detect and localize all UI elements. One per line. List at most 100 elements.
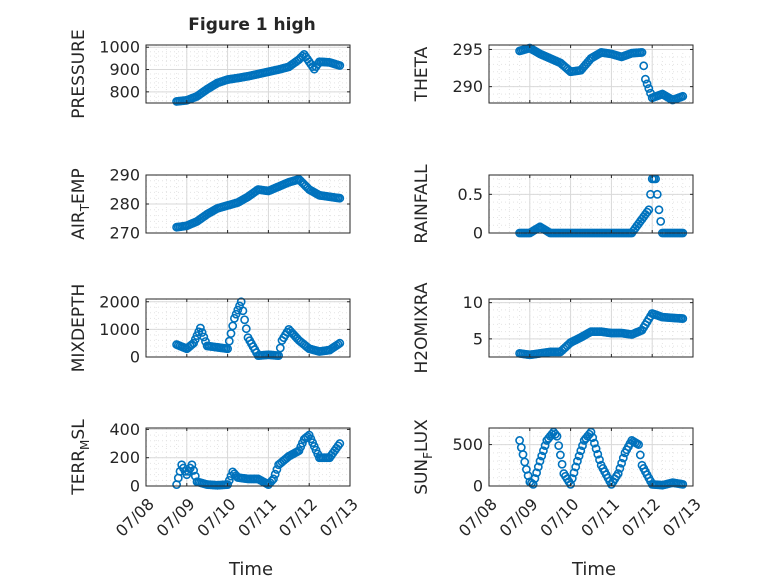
x-tick-label: 07/13 <box>659 494 705 540</box>
data-marker-interp <box>593 449 603 459</box>
data-marker-interp <box>241 324 251 334</box>
data-point <box>253 351 263 361</box>
data-point <box>223 480 232 489</box>
data-point <box>263 67 273 77</box>
y-tick-label: 0 <box>130 477 140 496</box>
y-tick-label: 1000 <box>99 320 140 339</box>
data-marker-interp <box>547 429 557 439</box>
data-point <box>586 427 596 437</box>
x-tick-label: 07/11 <box>234 494 280 540</box>
data-point <box>627 48 637 58</box>
data-marker-interp <box>618 453 628 463</box>
y-tick-label: 0.5 <box>458 185 483 204</box>
data-marker-interp <box>578 441 587 451</box>
data-point <box>309 64 319 74</box>
data-point <box>552 431 562 441</box>
data-point <box>607 49 616 59</box>
y-axis-label: SUNFLUX <box>412 419 435 495</box>
data-marker-interp <box>635 450 645 460</box>
data-point <box>172 97 181 106</box>
data-point <box>229 313 239 323</box>
data-markers <box>515 427 688 490</box>
data-point <box>658 312 667 322</box>
data-marker-interp <box>199 332 209 342</box>
data-point <box>253 474 263 484</box>
data-marker-interp <box>617 458 626 468</box>
data-point <box>189 338 198 348</box>
axes-box <box>145 427 351 487</box>
data-point <box>228 467 238 477</box>
data-point <box>304 344 314 354</box>
data-point <box>566 338 575 347</box>
x-tick-label: 07/08 <box>112 494 158 540</box>
subplot-3: 270 280 290 AIRTEMP <box>69 166 351 243</box>
data-point <box>233 73 243 83</box>
data-point <box>641 74 650 84</box>
x-tick-label: 07/12 <box>275 494 321 540</box>
data-point <box>314 453 324 463</box>
data-point <box>613 469 623 478</box>
data-point <box>212 78 222 88</box>
data-marker-interp <box>571 462 581 472</box>
data-marker-interp <box>189 466 198 475</box>
data-marker-interp <box>557 459 567 469</box>
data-marker-interp <box>576 446 586 456</box>
data-point <box>658 89 667 99</box>
data-marker-interp <box>537 451 547 461</box>
y-axis-label: AIRTEMP <box>69 168 92 239</box>
data-point <box>233 473 243 482</box>
data-point <box>243 192 253 202</box>
data-point <box>668 313 677 323</box>
data-point <box>522 465 531 474</box>
data-point <box>325 192 334 202</box>
data-point <box>556 58 565 68</box>
data-point <box>233 198 243 207</box>
data-point <box>678 314 688 323</box>
y-tick-label: 290 <box>109 166 140 185</box>
data-point <box>607 479 616 489</box>
data-point <box>566 67 575 77</box>
data-marker-interp <box>533 462 543 472</box>
data-point <box>314 190 324 200</box>
x-tick-label: 07/09 <box>153 494 199 540</box>
data-markers <box>172 430 345 490</box>
data-point <box>634 440 643 449</box>
data-point <box>566 479 575 489</box>
y-axis-label: RAINFALL <box>412 164 432 244</box>
data-point <box>192 216 202 226</box>
data-point <box>277 336 287 345</box>
data-marker-interp <box>539 446 548 456</box>
y-tick-label: 500 <box>452 435 483 454</box>
data-point <box>299 434 309 444</box>
data-point <box>325 453 334 463</box>
data-point <box>172 480 181 489</box>
x-tick-label: 07/08 <box>455 494 501 540</box>
data-point <box>202 341 212 351</box>
axes-box <box>145 298 351 358</box>
y-tick-label: 400 <box>109 420 140 439</box>
data-point <box>304 57 314 67</box>
data-point <box>274 65 283 74</box>
data-point <box>243 474 253 484</box>
data-point <box>212 203 222 213</box>
data-point <box>335 193 345 203</box>
y-tick-label: 270 <box>109 224 140 243</box>
data-point <box>617 328 626 338</box>
data-point <box>596 48 606 57</box>
y-tick-label: 0 <box>130 348 140 367</box>
data-point <box>620 448 630 458</box>
data-marker-interp <box>270 469 280 479</box>
data-marker-interp <box>224 475 234 485</box>
data-point <box>535 222 545 232</box>
data-marker-interp <box>591 444 601 454</box>
data-marker-interp <box>590 438 599 448</box>
data-point <box>192 91 202 101</box>
data-point <box>294 446 304 456</box>
y-tick-label: 0 <box>473 477 483 496</box>
data-point <box>182 221 192 231</box>
data-point <box>284 62 294 72</box>
y-tick-label: 1000 <box>99 38 140 57</box>
data-point <box>284 451 294 461</box>
data-point <box>518 450 528 459</box>
data-point <box>335 439 345 448</box>
